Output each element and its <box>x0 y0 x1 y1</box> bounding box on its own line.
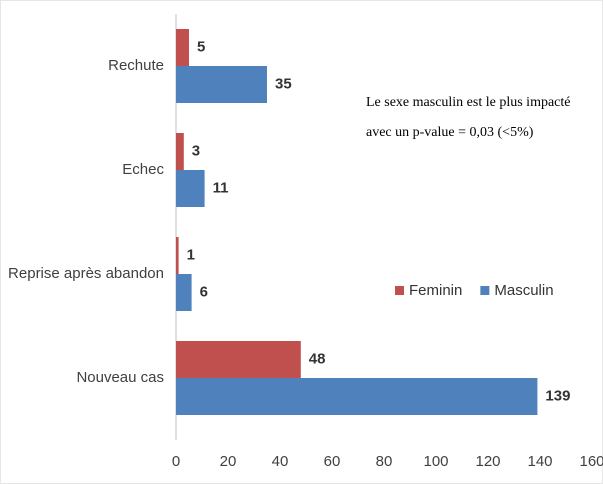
legend-label: Masculin <box>494 282 553 299</box>
x-tick-label: 40 <box>272 453 289 470</box>
bar <box>176 133 184 170</box>
category-label: Rechute <box>108 57 164 74</box>
value-label: 1 <box>187 246 195 263</box>
legend-swatch <box>395 286 404 295</box>
bar <box>176 29 189 66</box>
bar <box>176 341 301 378</box>
x-tick-label: 80 <box>376 453 393 470</box>
legend-label: Feminin <box>409 282 462 299</box>
annotation: avec un p-value = 0,03 (<5%) <box>366 125 534 140</box>
bar <box>176 274 192 311</box>
x-tick-label: 100 <box>423 453 448 470</box>
x-tick-label: 20 <box>220 453 237 470</box>
value-label: 139 <box>545 387 570 404</box>
category-label: Echec <box>122 161 164 178</box>
value-label: 3 <box>192 142 200 159</box>
bar <box>176 237 179 274</box>
x-tick-label: 140 <box>527 453 552 470</box>
value-label: 11 <box>213 179 229 196</box>
value-label: 48 <box>309 350 326 367</box>
value-label: 35 <box>275 75 292 92</box>
value-label: 5 <box>197 38 205 55</box>
bar <box>176 378 538 415</box>
x-tick-label: 0 <box>172 453 180 470</box>
bar <box>176 170 205 207</box>
x-tick-label: 160 <box>579 453 603 470</box>
x-tick-label: 60 <box>324 453 341 470</box>
bar <box>176 66 267 103</box>
legend-swatch <box>480 286 490 295</box>
value-label: 6 <box>200 283 208 300</box>
x-tick-label: 120 <box>475 453 500 470</box>
category-label: Reprise après abandon <box>8 265 164 282</box>
category-label: Nouveau cas <box>76 369 164 386</box>
annotation: Le sexe masculin est le plus impacté <box>366 95 571 110</box>
